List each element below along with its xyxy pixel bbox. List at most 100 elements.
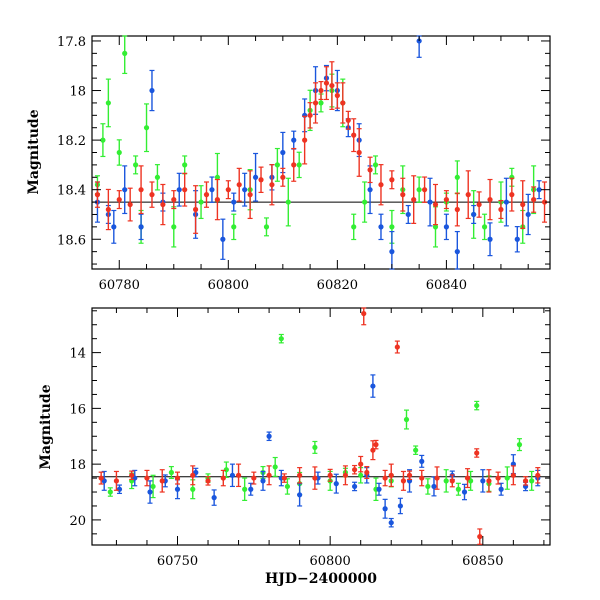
data-point [419,469,425,487]
data-point [356,128,362,177]
marker [413,447,419,453]
data-point [94,181,101,208]
data-point [171,206,177,248]
data-point [498,482,504,496]
data-point [525,193,531,236]
data-point [247,170,253,220]
data-point [361,307,367,326]
marker [220,475,226,481]
marker [356,149,362,156]
marker [376,486,382,492]
bottom-x-ticks: 60750 60800 60850 [115,308,545,569]
data-point [278,333,284,344]
marker [231,199,237,205]
marker [231,224,237,230]
data-point [364,465,370,480]
marker [174,475,181,481]
marker [516,442,523,448]
marker [235,472,242,478]
marker [251,475,257,481]
bottom-x-axis-label: HJD−2400000 [265,571,377,587]
data-point [397,497,403,515]
data-point [113,470,120,491]
data-point [116,139,122,166]
data-point [413,445,419,455]
y-tick-label: 14 [69,347,86,362]
data-point [400,177,406,212]
data-point [231,213,237,241]
data-point [421,176,428,203]
data-point [367,156,373,184]
marker [486,478,492,484]
data-point [487,222,493,257]
data-point [536,180,542,200]
data-point [252,152,259,202]
data-point [174,471,181,485]
marker [122,187,128,193]
marker [340,100,346,106]
marker [236,182,242,188]
data-point [389,230,395,270]
data-point [147,480,153,504]
data-point [416,176,422,203]
marker [531,196,537,203]
marker [388,520,394,526]
marker [522,478,529,484]
data-point [198,185,204,220]
data-point [101,470,107,491]
data-point [98,471,104,485]
marker [403,416,410,423]
x-tick-label: 60800 [208,278,249,293]
marker [520,201,526,208]
top-plot-frame [91,35,551,270]
data-point [242,172,248,207]
marker [266,433,272,439]
marker [111,224,117,230]
marker [144,475,150,481]
marker [182,187,188,193]
bottom-plot-frame [91,307,551,546]
marker [351,224,357,230]
marker [529,478,535,484]
marker [464,475,471,481]
data-point [192,185,199,234]
data-point [223,461,229,478]
data-point [454,160,460,195]
marker [220,236,226,242]
marker [211,495,217,501]
data-point [111,209,117,244]
marker [269,182,275,188]
marker [367,167,373,173]
marker [223,467,229,473]
marker [272,464,278,470]
marker [388,472,394,478]
y-tick-label: 20 [69,514,86,529]
data-point [274,147,280,182]
marker [160,201,166,208]
data-point [522,476,529,486]
data-point [182,155,188,175]
marker [138,187,144,193]
data-point [464,468,471,489]
data-point [143,103,150,153]
data-point [318,81,324,101]
marker [225,187,231,193]
marker [214,174,221,180]
marker [382,475,388,481]
data-point [389,170,395,190]
data-point [427,177,433,227]
data-point [468,470,474,491]
marker [449,478,455,484]
data-point [307,102,313,129]
marker [296,162,302,168]
data-point [323,66,330,101]
marker [397,503,403,509]
data-point [434,466,440,490]
data-point [474,400,480,411]
data-point [236,167,242,202]
marker [122,50,128,56]
marker [274,162,280,168]
data-point [425,478,431,495]
marker [258,177,264,183]
marker [351,132,357,138]
